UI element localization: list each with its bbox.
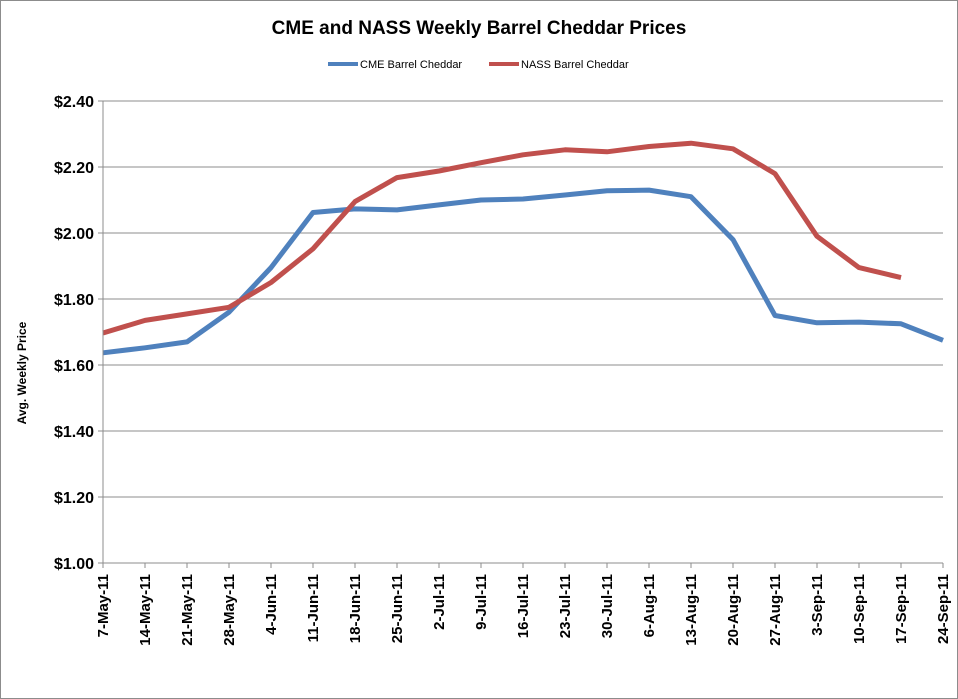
legend-label: NASS Barrel Cheddar bbox=[521, 59, 629, 71]
data-point bbox=[689, 141, 694, 146]
data-point bbox=[815, 320, 820, 325]
x-tick-label: 27-Aug-11 bbox=[767, 574, 784, 646]
data-point bbox=[521, 152, 526, 157]
data-point bbox=[941, 338, 946, 343]
data-point bbox=[815, 234, 820, 239]
x-tick-label: 25-Jun-11 bbox=[389, 574, 406, 643]
data-point bbox=[437, 168, 442, 173]
data-point bbox=[395, 175, 400, 180]
data-point bbox=[311, 210, 316, 215]
x-tick-label: 4-Jun-11 bbox=[263, 574, 280, 635]
y-tick-label: $2.20 bbox=[54, 160, 94, 177]
series-line-cme bbox=[102, 187, 944, 356]
y-tick-label: $2.40 bbox=[54, 94, 94, 111]
data-point bbox=[605, 188, 610, 193]
x-tick-label: 10-Sep-11 bbox=[851, 574, 868, 644]
data-point bbox=[521, 197, 526, 202]
data-point bbox=[269, 280, 274, 285]
x-tick-label: 11-Jun-11 bbox=[305, 574, 322, 642]
data-point bbox=[731, 237, 736, 242]
x-tick-label: 23-Jul-11 bbox=[557, 574, 574, 638]
data-point bbox=[563, 147, 568, 152]
data-point bbox=[269, 265, 274, 270]
y-axis-ticks: $1.00 $1.20 $1.40 $1.60 $1.80 $2.00 $2.20 $2.40 bbox=[54, 94, 94, 573]
x-axis-ticks: 7-May-11 14-May-11 21-May-11 28-May-11 4-Jun… bbox=[95, 574, 952, 646]
x-tick-label: 16-Jul-11 bbox=[515, 574, 532, 638]
data-point bbox=[311, 246, 316, 251]
series-layer bbox=[102, 140, 946, 356]
data-point bbox=[227, 305, 232, 310]
x-tick-label: 30-Jul-11 bbox=[599, 574, 616, 638]
series-line-nass bbox=[102, 140, 902, 336]
data-point bbox=[857, 265, 862, 270]
data-point bbox=[437, 202, 442, 207]
data-point bbox=[479, 198, 484, 203]
data-point bbox=[605, 149, 610, 154]
data-point bbox=[227, 310, 232, 315]
x-tick-label: 13-Aug-11 bbox=[683, 574, 700, 646]
y-tick-label: $1.80 bbox=[54, 292, 94, 309]
x-tick-label: 14-May-11 bbox=[137, 574, 154, 646]
data-point bbox=[143, 318, 148, 323]
axes bbox=[102, 101, 944, 568]
data-point bbox=[899, 275, 904, 280]
data-point bbox=[731, 146, 736, 151]
x-tick-label: 6-Aug-11 bbox=[641, 574, 658, 637]
x-tick-label: 21-May-11 bbox=[179, 574, 196, 646]
data-point bbox=[773, 313, 778, 318]
x-tick-label: 24-Sep-11 bbox=[935, 574, 952, 644]
x-tick-label: 28-May-11 bbox=[221, 574, 238, 646]
y-tick-label: $1.40 bbox=[54, 424, 94, 441]
data-point bbox=[899, 321, 904, 326]
data-point bbox=[647, 144, 652, 149]
legend: CME Barrel Cheddar NASS Barrel Cheddar bbox=[328, 59, 629, 71]
x-tick-label: 18-Jun-11 bbox=[347, 574, 364, 643]
data-point bbox=[857, 320, 862, 325]
data-point bbox=[563, 193, 568, 198]
data-point bbox=[143, 345, 148, 350]
data-point bbox=[479, 160, 484, 165]
y-tick-label: $2.00 bbox=[54, 226, 94, 243]
x-tick-label: 3-Sep-11 bbox=[809, 574, 826, 636]
y-tick-label: $1.20 bbox=[54, 490, 94, 507]
y-tick-label: $1.00 bbox=[54, 556, 94, 573]
legend-label: CME Barrel Cheddar bbox=[360, 59, 462, 71]
data-point bbox=[773, 171, 778, 176]
data-point bbox=[353, 199, 358, 204]
y-tick-label: $1.60 bbox=[54, 358, 94, 375]
gridlines bbox=[98, 100, 943, 564]
x-tick-label: 17-Sep-11 bbox=[893, 574, 910, 644]
x-tick-label: 7-May-11 bbox=[95, 574, 112, 637]
data-point bbox=[647, 188, 652, 193]
x-tick-label: 9-Jul-11 bbox=[473, 574, 490, 630]
x-tick-label: 2-Jul-11 bbox=[431, 574, 448, 630]
chart-title: CME and NASS Weekly Barrel Cheddar Price… bbox=[272, 18, 687, 39]
x-tick-label: 20-Aug-11 bbox=[725, 574, 742, 646]
y-axis-label: Avg. Weekly Price bbox=[15, 321, 29, 424]
data-point bbox=[689, 194, 694, 199]
data-point bbox=[185, 339, 190, 344]
data-point bbox=[395, 207, 400, 212]
data-point bbox=[185, 311, 190, 316]
